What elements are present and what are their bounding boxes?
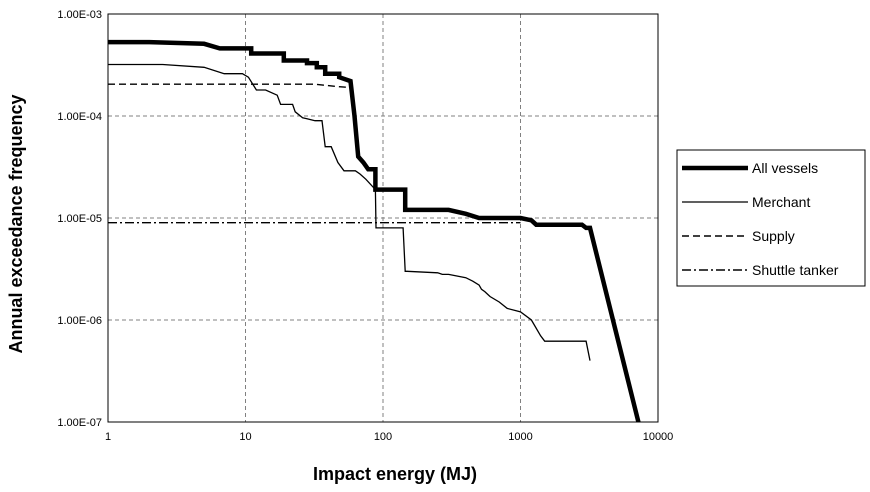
series-line-all-vessels — [108, 39, 641, 423]
y-tick-label: 1.00E-07 — [57, 417, 102, 429]
legend-box — [676, 149, 866, 287]
x-axis-title: Impact energy (MJ) — [313, 464, 477, 484]
tick-labels: 1 10 100 1000 10000 1.00E-03 1.00E-04 1.00E-05 1… — [57, 9, 673, 443]
legend-label: Supply — [752, 228, 795, 244]
y-axis-title: Annual exceedance frequency — [6, 94, 26, 353]
legend-label: Shuttle tanker — [752, 262, 839, 278]
x-tick-label: 1 — [105, 431, 111, 443]
y-tick-label: 1.00E-06 — [57, 315, 102, 327]
x-tick-label: 1000 — [508, 431, 532, 443]
plot-border — [107, 13, 659, 423]
series-line-merchant — [108, 63, 591, 361]
legend-label: Merchant — [752, 194, 810, 210]
x-tick-label: 100 — [374, 431, 392, 443]
legend-label: All vessels — [752, 160, 818, 176]
series-line-supply — [108, 83, 353, 89]
x-tick-label: 10 — [239, 431, 251, 443]
y-tick-label: 1.00E-05 — [57, 213, 102, 225]
y-tick-label: 1.00E-03 — [57, 9, 102, 21]
legend: All vessels Merchant Supply Shuttle tanker — [676, 149, 866, 287]
x-tick-label: 10000 — [643, 431, 674, 443]
data-series — [108, 39, 641, 423]
y-tick-label: 1.00E-04 — [57, 111, 102, 123]
